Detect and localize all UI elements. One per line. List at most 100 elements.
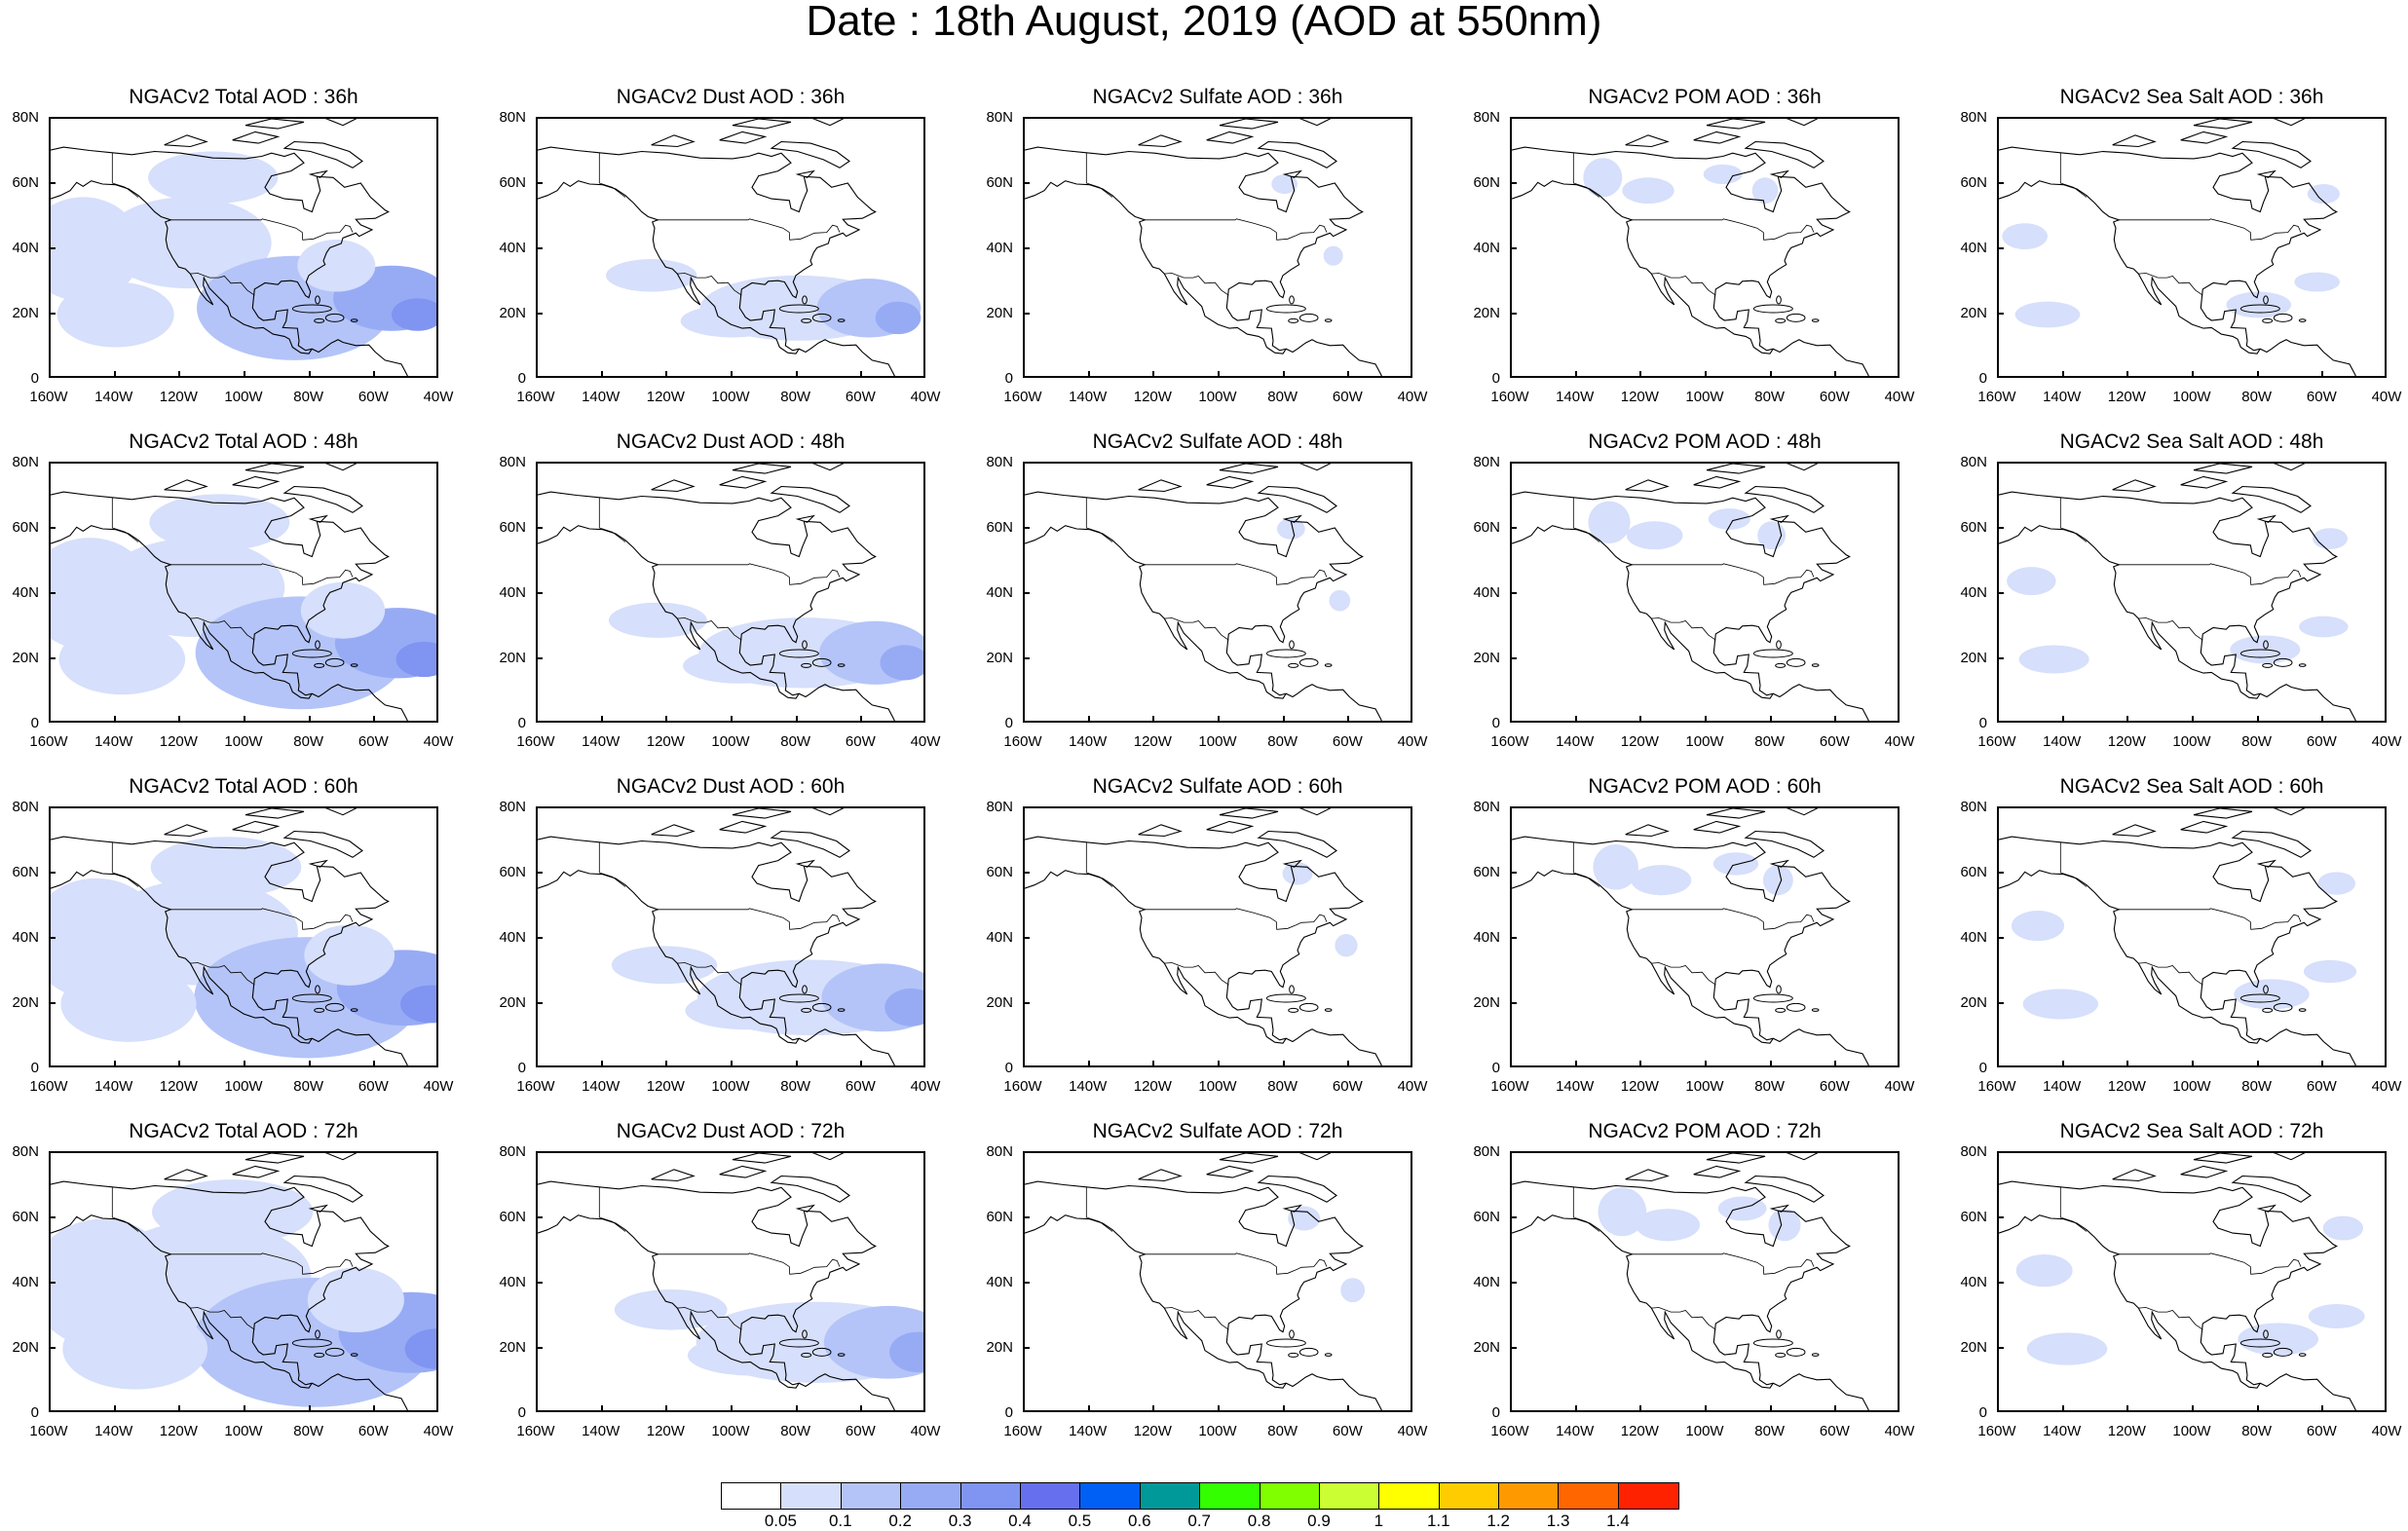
aod-field-patch — [1717, 1196, 1767, 1221]
lat-tick-label: 60N — [986, 174, 1013, 191]
island-outline — [1298, 313, 1319, 322]
island-outline — [778, 649, 819, 658]
lon-tick-label: 120W — [159, 733, 198, 750]
lon-tick — [2385, 1061, 2387, 1067]
lat-tick-label: 40N — [1473, 1274, 1500, 1290]
country-border — [2137, 962, 2203, 986]
coastline — [245, 808, 305, 819]
map-canvas — [1512, 464, 1869, 721]
lat-tick-label: 20N — [12, 305, 39, 321]
country-border — [657, 563, 841, 585]
lat-tick-label: 40N — [986, 584, 1013, 601]
island-outline — [2273, 657, 2293, 667]
aod-field-patch — [404, 1328, 436, 1369]
coastline — [1999, 491, 2356, 721]
country-border — [111, 497, 139, 542]
colorbar-swatch — [1020, 1483, 1081, 1509]
country-border — [2059, 497, 2088, 542]
coastline — [51, 1214, 313, 1389]
lon-tick-label: 40W — [1397, 1078, 1428, 1095]
lon-tick-label: 40W — [1884, 1423, 1915, 1439]
lat-tick — [49, 1151, 56, 1153]
coastline — [245, 119, 305, 130]
lat-tick-label: 80N — [1473, 1143, 1500, 1160]
map-canvas — [1512, 119, 1869, 376]
lat-tick — [1510, 592, 1517, 594]
aod-field-patch — [687, 1334, 817, 1376]
lon-tick — [795, 1061, 798, 1067]
country-border — [1572, 152, 1600, 198]
island-outline — [837, 663, 846, 667]
lon-tick — [178, 716, 181, 723]
lon-tick-label: 140W — [1556, 1078, 1595, 1095]
coastline — [2193, 1153, 2253, 1164]
lat-tick-label: 40N — [986, 1274, 1013, 1290]
coastline — [164, 1169, 208, 1182]
map-panel-seasalt-72h: NGACv2 Sea Salt AOD : 72h 80N 60N 40N 20N 0 16… — [1960, 1120, 2401, 1438]
lon-tick — [244, 1061, 245, 1067]
lat-tick — [1510, 721, 1517, 723]
lon-tick-label: 120W — [1620, 733, 1659, 750]
panel-title: NGACv2 Sea Salt AOD : 48h — [2059, 430, 2324, 453]
lon-tick-label: 140W — [1069, 389, 1108, 405]
lon-tick-label: 60W — [357, 389, 389, 405]
lon-tick-label: 40W — [1884, 1078, 1915, 1095]
lon-tick-label: 80W — [293, 1423, 324, 1439]
lat-tick — [49, 1065, 56, 1067]
lat-tick-label: 80N — [12, 1143, 39, 1160]
coastline — [2193, 464, 2253, 474]
coastline — [538, 180, 800, 355]
map-canvas — [51, 1153, 436, 1410]
lon-tick-label: 60W — [1819, 389, 1850, 405]
lat-tick-label: 80N — [1960, 1143, 1987, 1160]
lat-tick-label: 80N — [499, 454, 526, 470]
coastline — [1206, 820, 1255, 834]
coastline — [651, 824, 696, 838]
lat-tick — [536, 247, 543, 249]
lat-tick-label: 20N — [986, 1339, 1013, 1356]
lon-tick — [1347, 371, 1350, 378]
lon-tick — [1997, 1405, 1999, 1412]
lat-tick — [1997, 1216, 2004, 1218]
lon-tick-label: 80W — [2241, 389, 2273, 405]
colorbar-tick-label: 1.3 — [1546, 1512, 1570, 1530]
island-outline — [2273, 1347, 2293, 1357]
map-canvas — [51, 808, 436, 1065]
country-border — [111, 1186, 139, 1232]
country-border — [1144, 908, 1328, 930]
lon-tick — [178, 371, 181, 378]
lat-tick-label: 60N — [12, 1209, 39, 1225]
country-border — [2137, 273, 2203, 296]
lon-tick — [1705, 1405, 1707, 1412]
map-canvas — [1512, 1153, 1869, 1410]
lat-tick-label: 60N — [499, 864, 526, 880]
country-border — [169, 1252, 354, 1275]
country-border — [2137, 617, 2203, 641]
lat-tick — [1997, 806, 2004, 808]
coastline — [164, 134, 208, 148]
lon-tick — [1769, 1061, 1772, 1067]
coastline — [282, 140, 363, 168]
lat-tick-label: 40N — [1960, 929, 1987, 946]
coastline — [1298, 1153, 1332, 1161]
island-outline — [1786, 1347, 1806, 1357]
country-border — [598, 497, 626, 542]
country-border — [169, 908, 354, 930]
lat-tick-label: 80N — [1473, 109, 1500, 126]
coastline — [2180, 1165, 2229, 1178]
island-outline — [2298, 1353, 2307, 1357]
coastline — [719, 1165, 768, 1178]
lat-tick-label: 20N — [12, 1339, 39, 1356]
map-frame — [1023, 1151, 1412, 1412]
coastline — [1219, 119, 1279, 130]
island-outline — [778, 993, 819, 1003]
lat-tick-label: 80N — [986, 454, 1013, 470]
lon-tick-label: 80W — [1754, 733, 1786, 750]
lon-tick-label: 60W — [845, 1078, 876, 1095]
lon-tick — [795, 371, 798, 378]
map-canvas — [1999, 808, 2357, 1065]
aod-field-patch — [1583, 158, 1623, 198]
lon-tick-label: 120W — [2107, 1078, 2146, 1095]
lon-tick-label: 80W — [293, 389, 324, 405]
lon-tick — [600, 371, 603, 378]
